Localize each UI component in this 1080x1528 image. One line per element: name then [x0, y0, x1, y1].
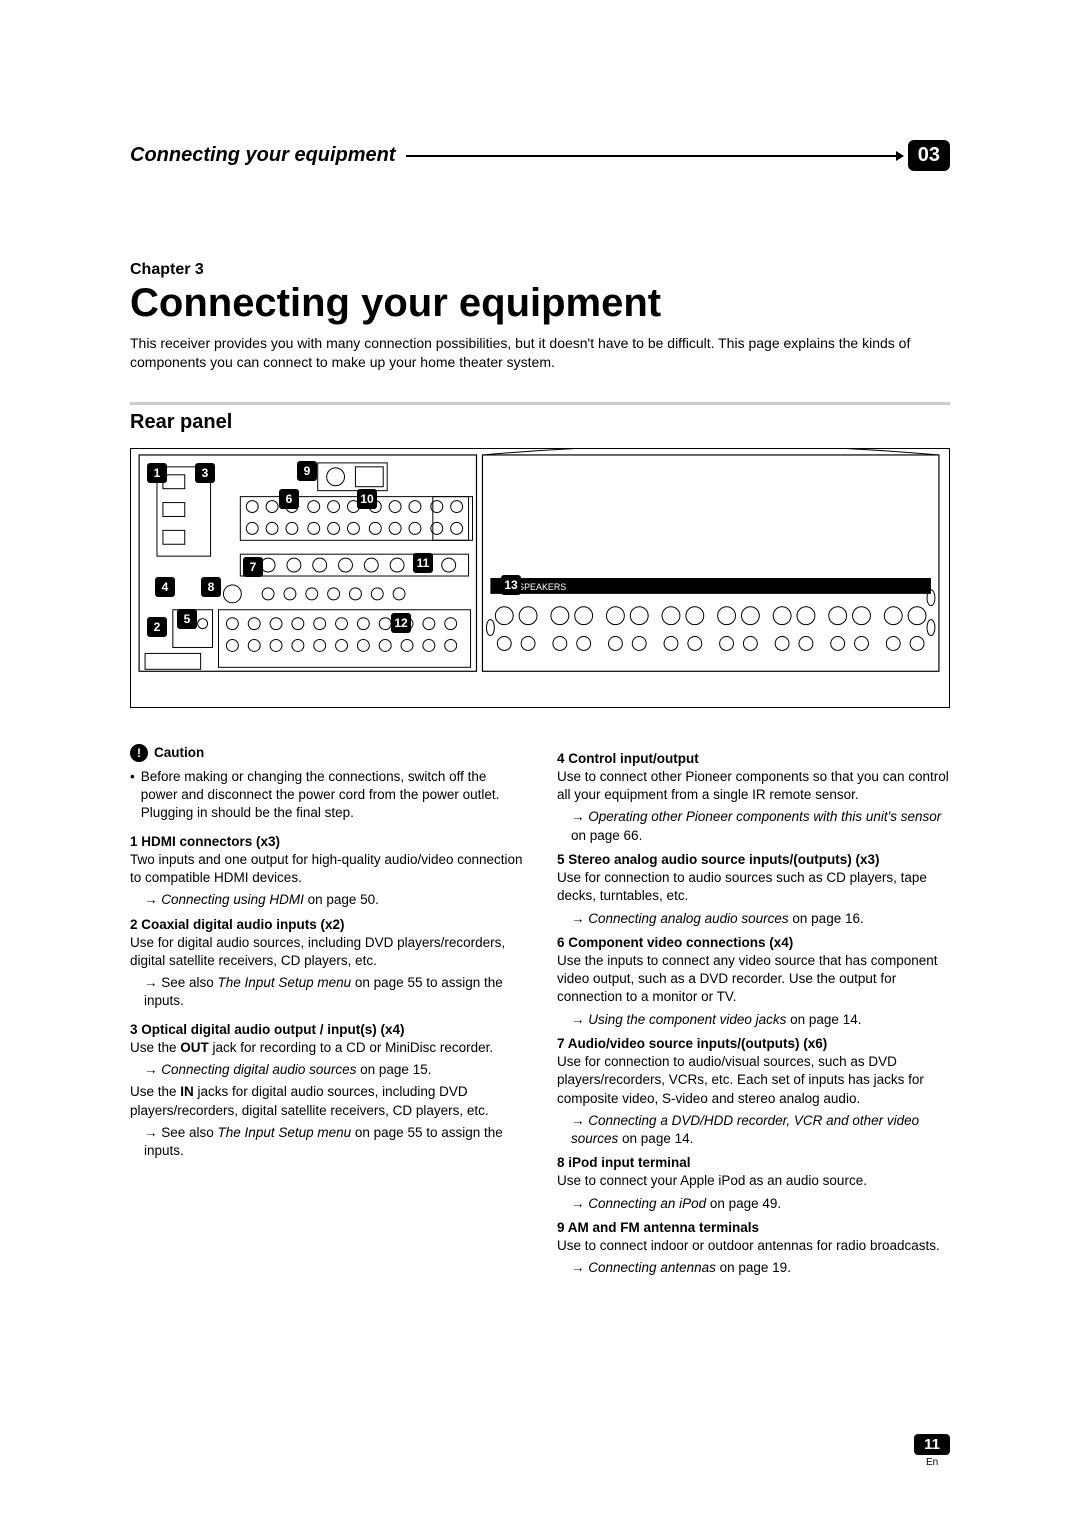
item-body: Use to connect other Pioneer components …	[557, 768, 950, 804]
item-body: Two inputs and one output for high-quali…	[130, 851, 523, 887]
section-rule	[130, 402, 950, 405]
callout-badge: 11	[413, 553, 433, 573]
header-arrow-line	[406, 155, 898, 157]
item-heading: 7 Audio/video source inputs/(outputs) (x…	[557, 1035, 950, 1053]
chapter-label: Chapter 3	[130, 261, 950, 279]
caution-icon: !	[130, 744, 148, 762]
callout-badge: 6	[279, 489, 299, 509]
reference-line: → Connecting an iPod on page 49.	[571, 1195, 950, 1213]
callout-badge: 5	[177, 609, 197, 629]
callout-badge: 10	[357, 489, 377, 509]
item-body: Use to connect your Apple iPod as an aud…	[557, 1172, 950, 1190]
item-body: Use for connection to audio sources such…	[557, 869, 950, 905]
caution-heading: ! Caution	[130, 744, 523, 762]
item-body: Use the inputs to connect any video sour…	[557, 952, 950, 1007]
reference-line: → Operating other Pioneer components wit…	[571, 808, 950, 844]
reference-line: → Connecting analog audio sources on pag…	[571, 910, 950, 928]
callout-badge: 4	[155, 577, 175, 597]
item-heading: 5 Stereo analog audio source inputs/(out…	[557, 851, 950, 869]
item-body: Use for connection to audio/visual sourc…	[557, 1053, 950, 1108]
item-heading: 4 Control input/output	[557, 750, 950, 768]
reference-line: → Connecting digital audio sources on pa…	[144, 1061, 523, 1079]
rear-panel-svg: SPEAKERS	[131, 449, 949, 707]
callout-badge: 1	[147, 463, 167, 483]
right-column: 4 Control input/outputUse to connect oth…	[557, 744, 950, 1282]
rear-panel-diagram: SPEAKERS 12345678910111213	[130, 448, 950, 708]
item-heading: 6 Component video connections (x4)	[557, 934, 950, 952]
chapter-number-badge: 03	[908, 140, 950, 171]
reference-line: → Connecting a DVD/HDD recorder, VCR and…	[571, 1112, 950, 1148]
callout-badge: 3	[195, 463, 215, 483]
body-columns: ! Caution • Before making or changing th…	[130, 744, 950, 1282]
item-heading: 2 Coaxial digital audio inputs (x2)	[130, 916, 523, 934]
item-heading: 8 iPod input terminal	[557, 1154, 950, 1172]
svg-text:SPEAKERS: SPEAKERS	[518, 582, 566, 592]
reference-line: → Connecting antennas on page 19.	[571, 1259, 950, 1277]
callout-badge: 12	[391, 613, 411, 633]
reference-line: → Using the component video jacks on pag…	[571, 1011, 950, 1029]
header-title: Connecting your equipment	[130, 144, 406, 167]
callout-badge: 8	[201, 577, 221, 597]
item-heading: 9 AM and FM antenna terminals	[557, 1219, 950, 1237]
item-body: Use the IN jacks for digital audio sourc…	[130, 1083, 523, 1119]
item-body: Use the OUT jack for recording to a CD o…	[130, 1039, 523, 1057]
caution-text: Before making or changing the connection…	[141, 768, 523, 823]
chapter-title: Connecting your equipment	[130, 281, 950, 326]
page-footer: 11 En	[914, 1434, 950, 1468]
item-body: Use for digital audio sources, including…	[130, 934, 523, 970]
page-language: En	[914, 1457, 950, 1468]
item-body: Use to connect indoor or outdoor antenna…	[557, 1237, 950, 1255]
item-heading: 1 HDMI connectors (x3)	[130, 833, 523, 851]
callout-badge: 7	[243, 557, 263, 577]
caution-label: Caution	[154, 744, 204, 762]
caution-bullet: • Before making or changing the connecti…	[130, 768, 523, 823]
left-column: ! Caution • Before making or changing th…	[130, 744, 523, 1282]
chapter-intro: This receiver provides you with many con…	[130, 334, 950, 372]
callout-badge: 13	[501, 575, 521, 595]
callout-badge: 9	[297, 461, 317, 481]
section-title: Rear panel	[130, 411, 950, 434]
item-heading: 3 Optical digital audio output / input(s…	[130, 1021, 523, 1039]
bullet-dot: •	[130, 768, 135, 823]
callout-badge: 2	[147, 617, 167, 637]
chapter-header: Connecting your equipment 03	[130, 140, 950, 171]
reference-line: → See also The Input Setup menu on page …	[144, 974, 523, 1010]
page-number: 11	[914, 1434, 950, 1455]
reference-line: → See also The Input Setup menu on page …	[144, 1124, 523, 1160]
reference-line: → Connecting using HDMI on page 50.	[144, 891, 523, 909]
